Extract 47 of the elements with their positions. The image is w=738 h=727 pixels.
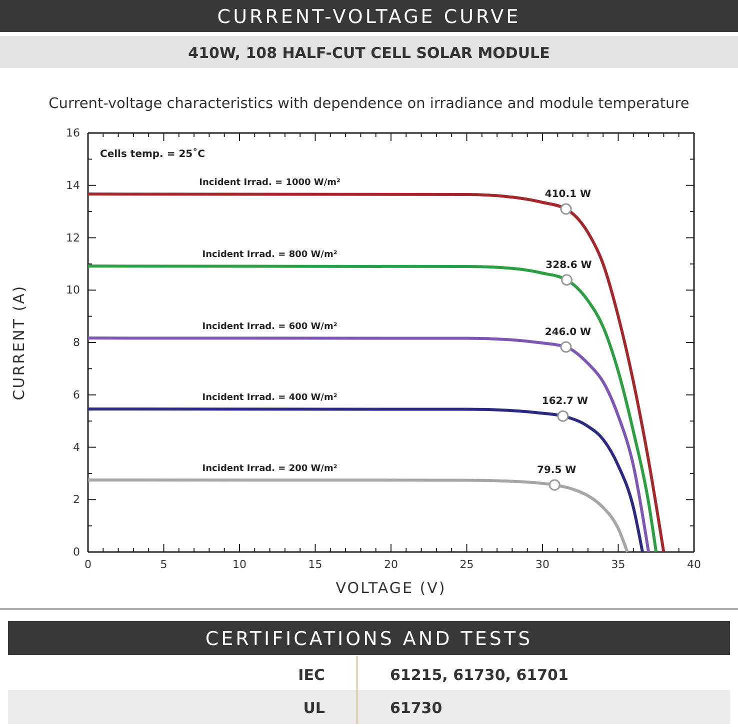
y-tick-label: 4 <box>73 440 80 454</box>
y-tick-label: 2 <box>73 493 80 506</box>
point <box>560 274 572 286</box>
series-label: Incident Irrad. = 200 W/m² <box>202 464 338 474</box>
x-tick-label: 30 <box>536 558 550 571</box>
text: Current-voltage characteristics with dependence on irradiance and module temperature <box>48 96 690 112</box>
annotation: Cells temp. = 25˚C <box>100 148 205 160</box>
x-tick-label: 0 <box>84 558 92 571</box>
x-tick-label: 25 <box>460 558 474 571</box>
x-tick-label: 40 <box>687 558 701 571</box>
text: 61215, 61730, 61701 <box>390 666 568 684</box>
series-label: Incident Irrad. = 400 W/m² <box>202 393 338 404</box>
x-tick-label: 5 <box>160 558 168 571</box>
x-axis-title: VOLTAGE (V) <box>336 579 446 597</box>
chart-title: CURRENT-VOLTAGE CURVE <box>217 6 521 28</box>
line-series <box>86 408 644 554</box>
chart-subtitle: 410W, 108 HALF-CUT CELL SOLAR MODULE <box>188 44 550 62</box>
text: CERTIFICATIONS AND TESTS <box>205 628 533 650</box>
text: 61730 <box>390 699 442 717</box>
y-axis-title: CURRENT (A) <box>10 284 28 400</box>
y-tick-label: 6 <box>73 388 80 402</box>
line-series <box>86 478 629 554</box>
annotation: 162.7 W <box>542 396 588 408</box>
x-tick-label: 35 <box>611 558 626 571</box>
x-tick-label: 15 <box>308 558 322 571</box>
y-tick-label: 10 <box>66 284 80 297</box>
point <box>560 341 572 353</box>
series-label: Incident Irrad. = 800 W/m² <box>202 250 338 260</box>
point <box>560 203 572 215</box>
series-label: Incident Irrad. = 600 W/m² <box>202 322 338 332</box>
text: UL <box>303 699 326 717</box>
point <box>557 410 569 422</box>
y-tick-label: 14 <box>66 178 80 192</box>
annotation: 79.5 W <box>537 464 576 476</box>
text: IEC <box>298 666 325 684</box>
y-tick-label: 8 <box>73 336 80 350</box>
y-tick-label: 12 <box>66 231 80 244</box>
x-tick-label: 10 <box>232 558 246 571</box>
series-label: Incident Irrad. = 1000 W/m² <box>199 178 340 188</box>
point <box>548 479 560 491</box>
y-tick-label: 0 <box>73 546 80 559</box>
y-tick-label: 16 <box>66 126 80 140</box>
annotation: 328.6 W <box>546 260 592 271</box>
annotation: 246.0 W <box>544 326 592 338</box>
annotation: 410.1 W <box>544 188 592 200</box>
line-series <box>86 336 650 554</box>
x-tick-label: 20 <box>384 558 398 571</box>
